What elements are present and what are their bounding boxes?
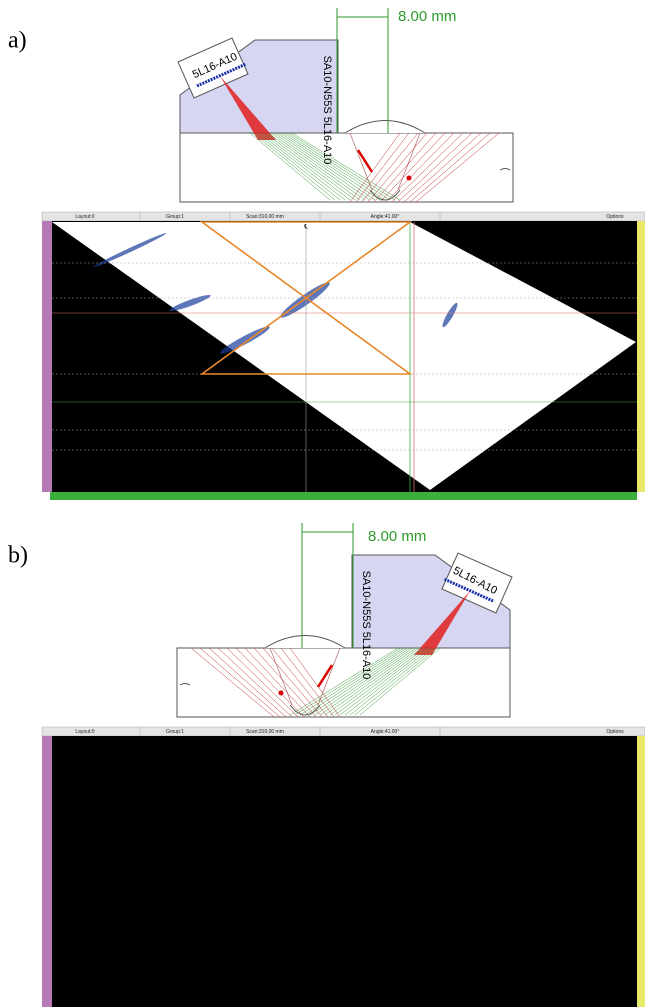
ruler-left — [42, 736, 52, 1007]
toolbar-item: Layout:0 — [75, 214, 94, 220]
toolbar-item: Group:1 — [166, 729, 184, 735]
toolbar-item: Angle:41.00° — [371, 729, 400, 735]
toolbar-bg — [42, 727, 645, 736]
dimension — [337, 8, 388, 133]
wedge-label: SA10-N55S 5L16-A10 — [321, 56, 333, 165]
diagram — [177, 523, 512, 717]
toolbar-item: Scan:310.00 mm — [246, 729, 284, 735]
ruler-right — [637, 221, 645, 492]
toolbar-item: Group:1 — [166, 214, 184, 220]
panel-label: b) — [8, 543, 28, 569]
centerline-label: ℄ — [303, 225, 308, 231]
toolbar: Layout:0 Group:1 Scan:310.00 mm Angle:41.00… — [42, 727, 645, 736]
dimension-label: 8.00 mm — [398, 8, 456, 25]
diagram — [178, 8, 513, 202]
toolbar-item: Scan:310.00 mm — [246, 214, 284, 220]
centerline-label: ℄ — [353, 740, 358, 746]
toolbar-bg — [42, 212, 645, 221]
toolbar: Layout:0 Group:1 Scan:310.00 mm Angle:41.00… — [42, 212, 645, 221]
figure: a)8.00 mm5L16-A10SA10-N55S 5L16-A10Layou… — [0, 0, 645, 1007]
specimen — [177, 648, 510, 717]
toolbar-item: Angle:41.00° — [371, 214, 400, 220]
ruler-right — [637, 736, 645, 1007]
flaw — [279, 691, 284, 696]
dimension-label: 8.00 mm — [368, 528, 426, 545]
flaw — [407, 176, 412, 181]
panel-label: a) — [8, 28, 27, 54]
weld-cap — [265, 636, 345, 649]
specimen — [180, 133, 513, 202]
toolbar-item: Options — [606, 729, 624, 735]
wedge-label: SA10-N55S 5L16-A10 — [360, 571, 372, 680]
toolbar-item: Options — [606, 214, 624, 220]
ruler-left — [42, 221, 52, 492]
scan-bg — [52, 736, 637, 1007]
ruler-bottom — [50, 492, 637, 500]
weld-cap — [345, 121, 425, 134]
toolbar-item: Layout:0 — [75, 729, 94, 735]
dimension — [302, 523, 353, 648]
